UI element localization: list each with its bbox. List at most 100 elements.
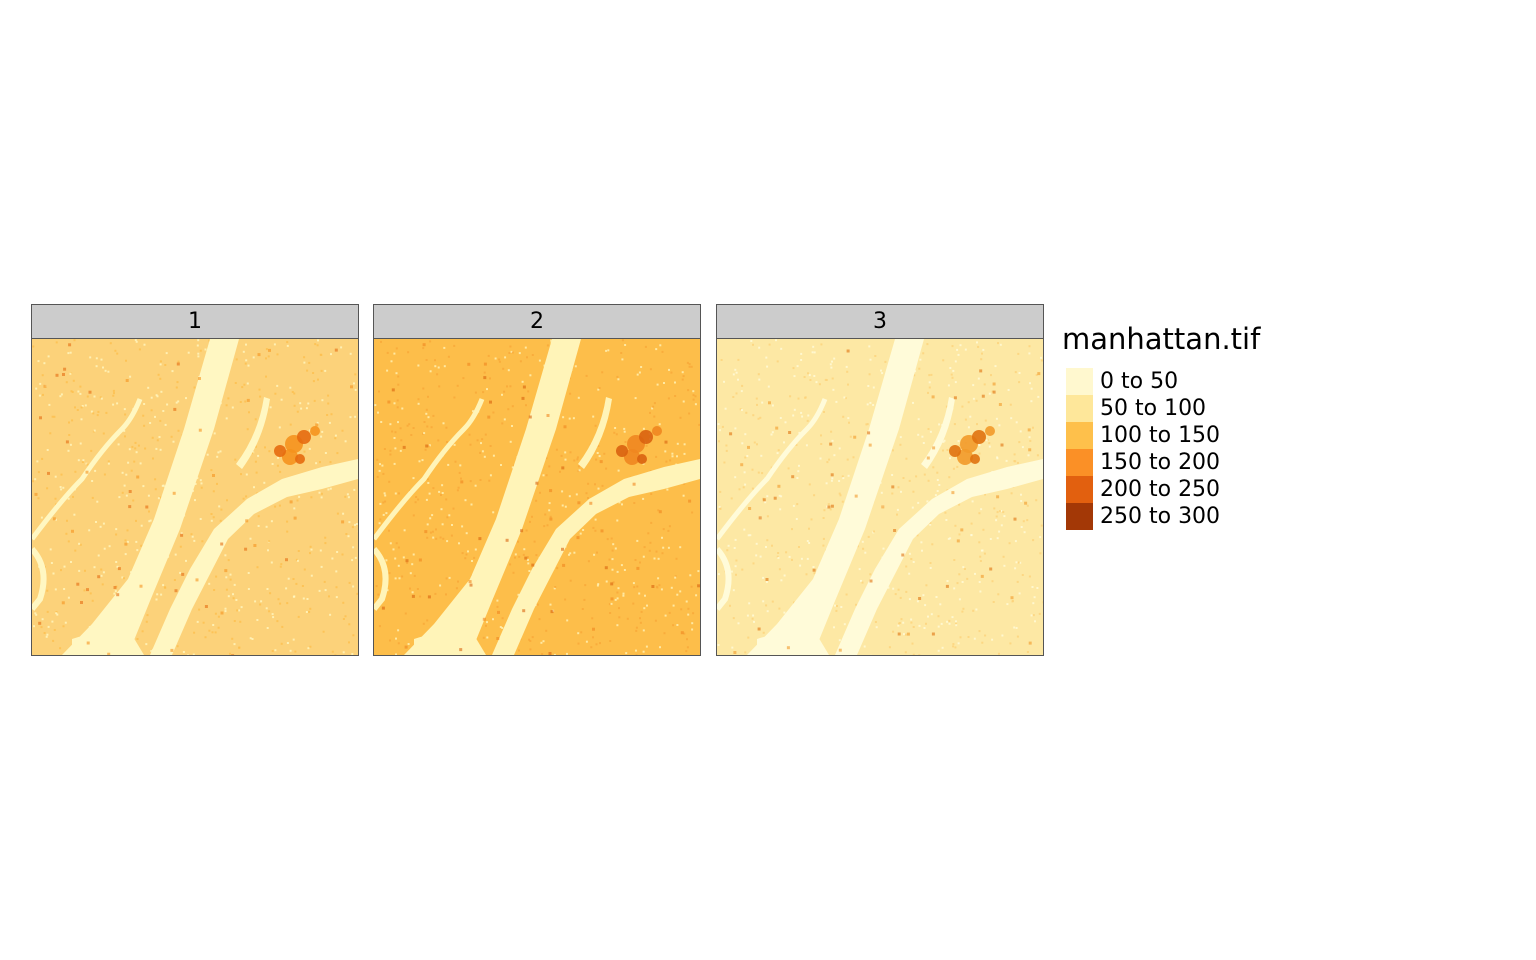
pixel: [585, 640, 588, 643]
pixel: [487, 415, 491, 419]
pixel: [63, 588, 66, 590]
pixel: [801, 415, 804, 418]
pixel: [672, 624, 675, 627]
pixel: [1003, 564, 1006, 567]
pixel: [114, 349, 117, 352]
pixel: [731, 646, 734, 649]
pixel: [563, 425, 567, 429]
pixel: [661, 350, 664, 353]
pixel: [744, 433, 747, 436]
raster-map-3: [716, 338, 1044, 656]
pixel: [257, 515, 260, 518]
pixel: [947, 384, 950, 387]
pixel: [292, 595, 295, 598]
pixel: [417, 402, 420, 405]
pixel: [392, 548, 395, 551]
pixel: [265, 607, 268, 610]
pixel: [312, 380, 315, 383]
pixel: [578, 469, 581, 472]
pixel: [674, 381, 676, 384]
pixel: [445, 498, 448, 501]
pixel: [735, 559, 738, 562]
pixel: [1002, 555, 1005, 558]
pixel: [633, 502, 636, 504]
pixel: [562, 563, 566, 567]
pixel: [354, 523, 356, 526]
pixel: [185, 397, 187, 400]
pixel: [564, 505, 567, 508]
pixel: [977, 377, 980, 380]
pixel: [634, 559, 637, 561]
pixel: [422, 347, 425, 350]
pixel: [107, 460, 110, 463]
pixel: [334, 434, 337, 437]
pixel: [690, 585, 693, 588]
pixel: [303, 361, 306, 364]
pixel: [132, 499, 135, 502]
pixel: [483, 362, 487, 366]
upper-bay: [757, 632, 829, 655]
pixel: [829, 442, 833, 446]
pixel: [793, 601, 795, 604]
pixel: [539, 491, 541, 494]
pixel: [838, 639, 841, 642]
pixel: [1020, 500, 1023, 502]
legend-item: 50 to 100: [1066, 395, 1220, 422]
pixel: [456, 489, 459, 492]
pixel: [281, 625, 284, 628]
pixel: [921, 549, 923, 552]
pixel: [326, 414, 329, 416]
pixel: [674, 576, 677, 579]
pixel: [50, 562, 53, 564]
pixel: [425, 498, 428, 501]
pixel: [154, 415, 156, 418]
pixel: [425, 359, 428, 361]
pixel: [487, 354, 490, 357]
pixel: [380, 421, 383, 423]
pixel: [496, 599, 499, 602]
pixel: [352, 634, 355, 637]
pixel: [905, 590, 908, 593]
pixel: [171, 370, 174, 373]
pixel: [751, 468, 754, 471]
pixel: [568, 553, 570, 556]
pixel: [316, 344, 319, 347]
pixel: [382, 472, 385, 475]
pixel: [143, 424, 146, 427]
pixel: [47, 471, 50, 475]
east-river: [492, 459, 700, 655]
pixel: [642, 650, 645, 653]
pixel: [775, 339, 777, 342]
pixel: [156, 395, 159, 398]
pixel: [402, 556, 405, 559]
pixel: [219, 450, 222, 453]
pixel: [875, 626, 878, 629]
pixel: [888, 646, 891, 649]
pixel: [548, 509, 551, 512]
pixel: [978, 452, 981, 455]
pixel: [644, 345, 647, 348]
pixel: [512, 571, 515, 574]
pixel: [422, 387, 425, 390]
pixel: [843, 396, 846, 399]
pixel: [482, 636, 485, 639]
pixel: [795, 444, 798, 446]
pixel: [528, 570, 531, 572]
pixel: [761, 401, 764, 404]
pixel: [176, 381, 179, 384]
pixel: [334, 348, 338, 352]
pixel: [268, 610, 271, 613]
pixel: [43, 362, 46, 365]
pixel: [239, 620, 242, 623]
pixel: [830, 504, 834, 508]
pixel: [319, 461, 321, 464]
pixel: [397, 564, 400, 567]
pixel: [278, 426, 281, 429]
pixel: [632, 482, 636, 486]
pixel: [962, 566, 965, 569]
pixel: [1027, 428, 1031, 432]
pixel: [329, 487, 332, 490]
pixel: [408, 423, 411, 426]
pixel: [412, 427, 415, 429]
pixel: [612, 581, 615, 584]
